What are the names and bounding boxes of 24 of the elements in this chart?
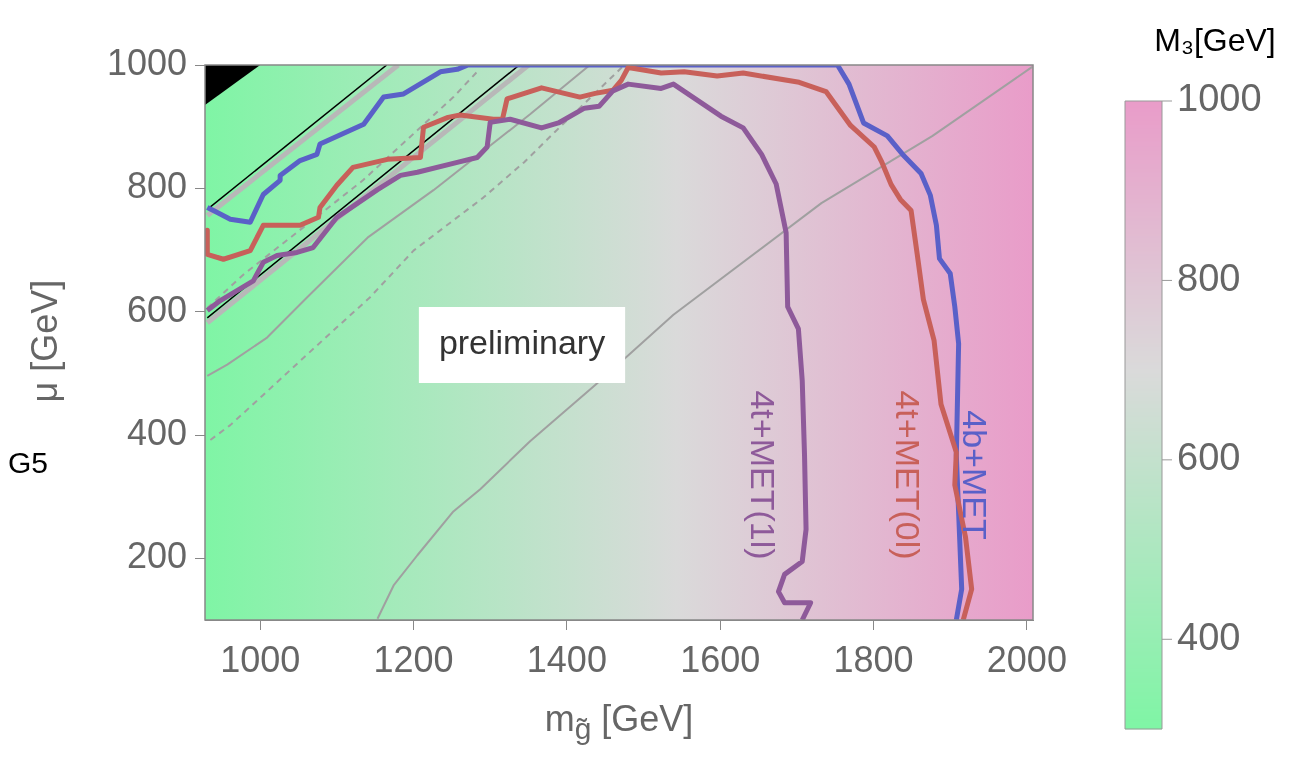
x-tick-label: 1400 (526, 638, 607, 680)
text: 4t+MET(0l) (888, 390, 927, 560)
text: 4b+MET (955, 410, 994, 540)
color-bar-label: 400 (1177, 615, 1241, 658)
x-tick-label: 2000 (986, 638, 1067, 680)
y-axis-title: μ [GeV] (24, 279, 65, 403)
line-series (206, 70, 479, 309)
x-axis-title: m$_{g̃}$ [GeV] (543, 698, 695, 747)
x-tick-label: 1600 (680, 638, 761, 680)
y-tick-label: 600 (126, 288, 187, 330)
text: G5 (8, 446, 49, 480)
color-bar-label: 1000 (1177, 77, 1262, 120)
color-bar-title: M₃[GeV] (1154, 21, 1276, 58)
x-tick-label: 1000 (220, 638, 301, 680)
x-tick-label: 1200 (373, 638, 454, 680)
y-tick-label: 400 (126, 411, 187, 453)
color-bar-label: 600 (1177, 436, 1241, 479)
y-tick-label: 800 (126, 165, 187, 207)
x-tick-label: 1800 (833, 638, 914, 680)
text: 4t+MET(1l) (743, 390, 782, 560)
y-tick-label: 1000 (106, 41, 187, 83)
y-tick-label: 200 (126, 535, 187, 577)
color-bar-label: 800 (1177, 256, 1241, 299)
annotation: preliminary (438, 323, 606, 362)
